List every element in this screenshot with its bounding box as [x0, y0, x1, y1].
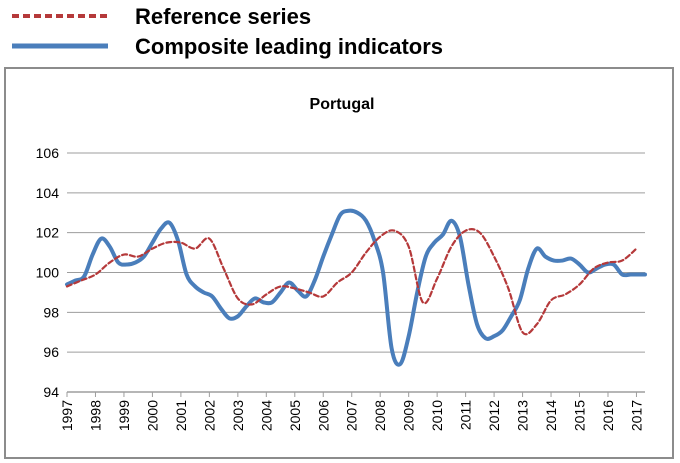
x-tick-label: 2005 — [287, 400, 303, 431]
x-tick-label: 2007 — [344, 400, 360, 431]
x-tick-label: 2016 — [600, 400, 616, 431]
chart-legend: Reference series Composite leading indic… — [0, 0, 680, 66]
legend-swatch-reference — [12, 14, 108, 18]
x-tick-label: 2013 — [515, 400, 531, 431]
x-tick-label: 2001 — [173, 400, 189, 431]
y-tick-label: 100 — [36, 265, 60, 281]
y-tick-label: 102 — [36, 225, 60, 241]
x-tick-label: 2000 — [144, 400, 160, 431]
y-tick-label: 106 — [36, 145, 60, 161]
chart-frame: Portugal 94 96 98 100 102 104 106 1997 1998 1999… — [4, 67, 674, 459]
y-tick-label: 104 — [36, 185, 60, 201]
x-tick-label: 2003 — [230, 400, 246, 431]
y-tick-label: 98 — [43, 304, 59, 320]
x-tick-label: 2006 — [315, 400, 331, 431]
x-tick-label: 2010 — [429, 400, 445, 431]
x-tick-label: 2004 — [258, 400, 274, 431]
x-tick-label: 2014 — [543, 400, 559, 431]
legend-label-reference: Reference series — [135, 4, 312, 29]
chart-series — [65, 208, 647, 367]
x-tick-label: 1998 — [87, 400, 103, 431]
y-axis: 94 96 98 100 102 104 106 — [36, 145, 60, 400]
legend-label-cli: Composite leading indicators — [135, 34, 444, 59]
y-tick-label: 94 — [43, 384, 59, 400]
x-tick-label: 2002 — [201, 400, 217, 431]
x-axis: 1997 1998 1999 2000 2001 2002 2003 2004 2005 2006… — [59, 391, 645, 431]
y-tick-label: 96 — [43, 344, 59, 360]
x-tick-label: 2011 — [458, 400, 474, 430]
series-line-reference — [65, 228, 638, 336]
series-line-cli — [65, 208, 647, 367]
x-tick-label: 1999 — [116, 400, 132, 431]
x-tick-label: 2012 — [486, 400, 502, 431]
x-tick-label: 2008 — [372, 400, 388, 431]
legend-swatch-cli — [12, 43, 108, 49]
x-tick-label: 2017 — [628, 400, 644, 431]
chart-title: Portugal — [310, 96, 375, 113]
chart-gridlines — [67, 152, 645, 393]
line-chart: Portugal 94 96 98 100 102 104 106 1997 1998 1999… — [36, 96, 647, 431]
x-tick-label: 2009 — [401, 400, 417, 431]
x-tick-label: 2015 — [572, 400, 588, 431]
x-tick-label: 1997 — [59, 400, 75, 431]
